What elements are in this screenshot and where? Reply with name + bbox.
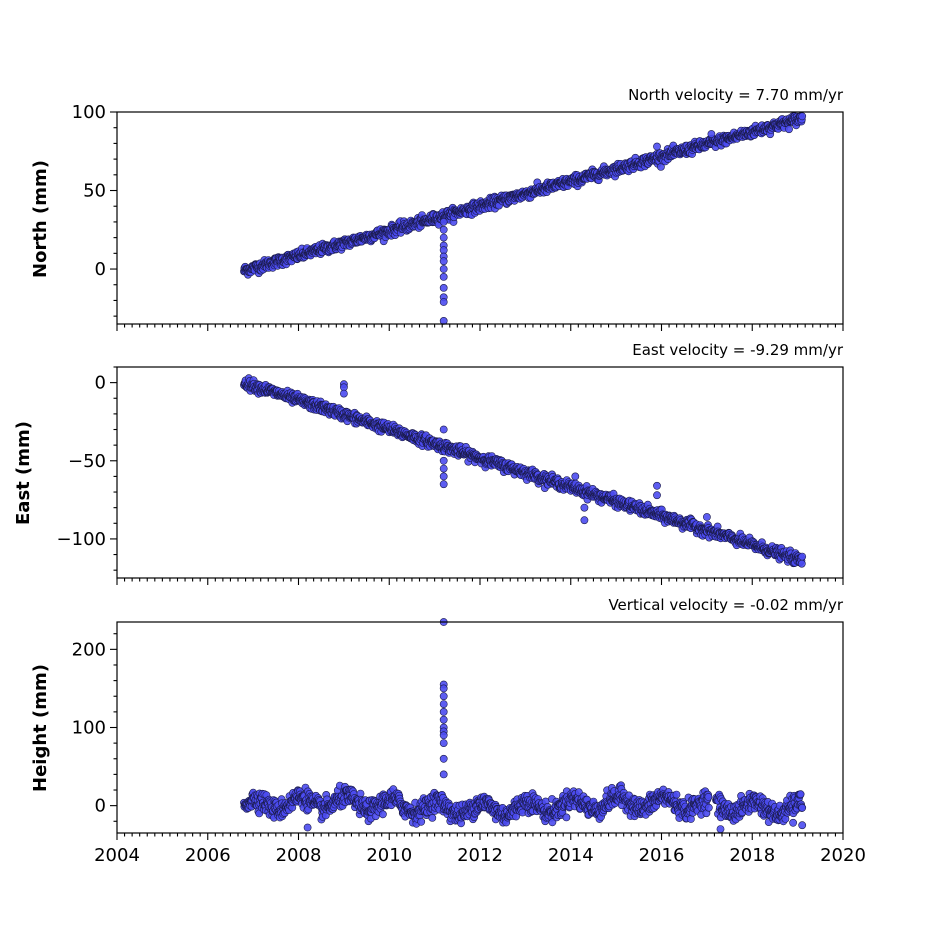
x-tick-label: 2010 <box>366 845 412 866</box>
x-tick-label: 2018 <box>729 845 775 866</box>
outlier-point <box>439 283 448 292</box>
east-panel-title: East velocity = -9.29 mm/yr <box>632 341 844 359</box>
outlier-point <box>439 456 448 465</box>
east-y-axis-label: East (mm) <box>13 421 34 525</box>
outlier-point <box>439 754 448 763</box>
outlier-point <box>703 513 711 521</box>
outlier-point <box>653 491 661 500</box>
data-point <box>704 793 713 801</box>
outlier-point <box>798 821 807 830</box>
east-axis-ticks: 0 −50 −100 <box>57 366 844 585</box>
outlier-point <box>653 142 661 151</box>
outlier-point <box>439 464 448 473</box>
north-panel-title: North velocity = 7.70 mm/yr <box>628 86 844 104</box>
outlier-point <box>439 715 448 724</box>
height-axis-ticks: 0 100 200 2004 2006 2008 2010 2012 2014 2016 2018 2… <box>72 633 866 866</box>
north-data-points <box>240 112 807 325</box>
north-plot-frame <box>116 111 844 325</box>
data-point <box>797 559 806 568</box>
north-y-axis-label: North (mm) <box>30 160 51 278</box>
data-point <box>356 789 365 798</box>
y-tick-label: 100 <box>72 102 106 123</box>
outlier-point <box>439 472 448 481</box>
outlier-point <box>439 225 448 234</box>
y-tick-label: 0 <box>95 373 106 394</box>
y-tick-label: −100 <box>57 529 106 550</box>
outlier-point <box>716 825 725 833</box>
east-panel: East velocity = -9.29 mm/yr East (mm) 0 −… <box>13 341 844 585</box>
data-point <box>562 813 571 822</box>
data-point <box>798 803 807 812</box>
outlier-point <box>439 708 448 716</box>
y-tick-label: 50 <box>83 181 106 202</box>
height-data-points <box>240 618 807 833</box>
outlier-point <box>653 481 661 490</box>
data-point <box>785 125 793 134</box>
outlier-point <box>439 265 448 273</box>
x-tick-label: 2004 <box>94 845 140 866</box>
outlier-point <box>439 739 448 747</box>
x-tick-label: 2016 <box>639 845 685 866</box>
y-tick-label: 100 <box>72 718 106 739</box>
y-tick-label: 200 <box>72 639 106 660</box>
outlier-point <box>439 684 448 693</box>
outlier-point <box>439 272 448 281</box>
outlier-point <box>339 389 348 398</box>
outlier-point <box>439 700 448 708</box>
outlier-point <box>439 217 448 226</box>
y-tick-label: 0 <box>95 259 106 280</box>
x-tick-label: 2014 <box>548 845 594 866</box>
height-panel: Vertical velocity = -0.02 mm/yr Height (… <box>30 596 866 866</box>
y-tick-label: −50 <box>68 451 106 472</box>
data-point <box>672 790 681 799</box>
north-panel: North velocity = 7.70 mm/yr North (mm) 0… <box>30 86 844 331</box>
height-y-axis-label: Height (mm) <box>30 664 51 792</box>
x-tick-label: 2012 <box>457 845 503 866</box>
outlier-point <box>580 516 589 525</box>
outlier-point <box>571 472 580 481</box>
east-data-points <box>240 374 807 568</box>
outlier-point <box>439 731 448 740</box>
data-point <box>428 814 437 822</box>
outlier-point <box>439 692 448 701</box>
data-point <box>796 790 805 799</box>
outlier-point <box>303 823 312 832</box>
data-point <box>798 552 807 561</box>
outlier-point <box>439 480 448 489</box>
y-tick-label: 0 <box>95 796 106 817</box>
outlier-point <box>439 425 448 434</box>
data-point <box>417 817 426 826</box>
outlier-point <box>439 770 448 779</box>
outlier-point <box>580 503 589 512</box>
data-point <box>704 803 713 812</box>
outlier-point <box>439 298 448 306</box>
height-panel-title: Vertical velocity = -0.02 mm/yr <box>608 596 843 614</box>
outlier-point <box>789 818 797 827</box>
x-tick-label: 2020 <box>820 845 866 866</box>
data-point <box>798 112 807 121</box>
outlier-point <box>439 233 448 242</box>
data-point <box>378 810 387 819</box>
outlier-point <box>439 257 448 266</box>
x-tick-label: 2008 <box>276 845 322 866</box>
outlier-point <box>707 130 716 138</box>
x-tick-label: 2006 <box>185 845 231 866</box>
